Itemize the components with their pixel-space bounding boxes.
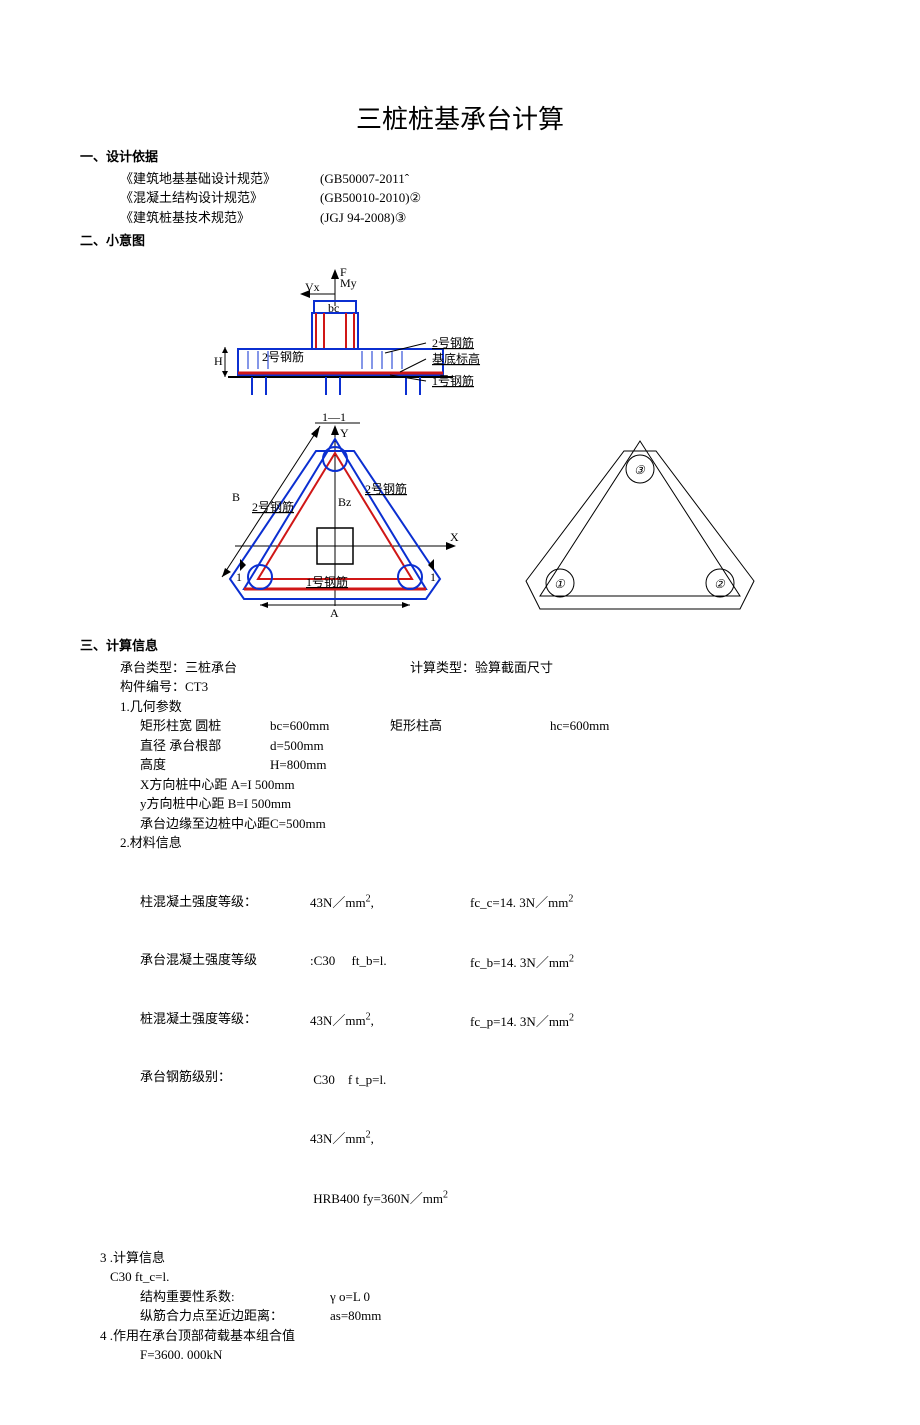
label-rebar2a: 2号钢筋 (262, 349, 304, 364)
geom-row: 直径 承台根部 d=500mm (140, 736, 840, 756)
pile-1: ① (554, 577, 566, 591)
pile-3: ③ (634, 463, 646, 477)
geom-val: H=800mm (270, 755, 326, 775)
label-Y: Y (340, 426, 349, 440)
section-diagram: 二、小意图 (80, 231, 840, 251)
calc-head-extra: C30 ft_c=l. (110, 1267, 840, 1287)
mat-mid: C30 f t_p=l. (310, 1070, 470, 1090)
caps-type-label: 承台类型： (120, 660, 185, 675)
mat-left: 柱混凝土强度等级： (140, 892, 310, 912)
mat-mid: 43N／mm2, (310, 892, 470, 913)
geom-val: bc=600mm (270, 716, 390, 736)
mat-left: 承台混凝土强度等级 (140, 950, 310, 970)
caps-type-value: 三桩承台 (185, 660, 237, 675)
calc-type-value: 验算截面尺寸 (475, 660, 553, 675)
geom-head: 1.几何参数 (120, 697, 840, 717)
label-rebar2a-plan: 2号钢筋 (252, 499, 294, 514)
geom-row: y方向桩中心距 B=I 500mm (140, 794, 840, 814)
id-label: 构件编号： (120, 679, 185, 694)
calc-row: 结构重要性系数: γ o=L 0 (140, 1287, 840, 1307)
ref-code: (GB50010-2010)② (320, 188, 421, 208)
mat-left: 桩混凝土强度等级： (140, 1009, 310, 1029)
schematic-svg: F My Vx bc H 2号钢筋 2号钢筋 基底标高 1号钢筋 (200, 261, 760, 621)
label-rebar1: 1号钢筋 (432, 373, 474, 388)
section-calc-info: 三、计算信息 (80, 636, 840, 656)
calc-head: 3 .计算信息 (100, 1248, 165, 1268)
label-Vx: Vx (305, 280, 320, 294)
calc-val: γ o=L 0 (330, 1287, 370, 1307)
section-mark-right: 1 (430, 570, 436, 584)
calc-label: 结构重要性系数: (140, 1287, 330, 1307)
label-base: 基底标高 (432, 351, 480, 366)
elevation-view: F My Vx bc H 2号钢筋 2号钢筋 基底标高 1号钢筋 (214, 265, 480, 424)
section-mark-left: 1 (236, 570, 242, 584)
ref-name: 《混凝土结构设计规范》 (120, 188, 320, 208)
section-1-1: 1—1 (322, 410, 346, 424)
mat-mid: 43N／mm2, (310, 1128, 470, 1149)
label-A: A (330, 606, 339, 620)
geom-label: 高度 (140, 755, 270, 775)
plan-view: Y X Bz B 2号钢筋 2号钢筋 1号钢筋 1 1 A (222, 425, 459, 620)
pile-2: ② (714, 577, 726, 591)
ref-row: 《建筑桩基技术规范》 (JGJ 94-2008)③ (120, 208, 840, 228)
material-block: 柱混凝土强度等级： 承台混凝土强度等级 桩混凝土强度等级： 承台钢筋级别： 43… (80, 853, 840, 1248)
mat-right: fc_c=14. 3N／mm2 (470, 892, 640, 913)
geom-val: hc=600mm (550, 716, 609, 736)
id-value: CT3 (185, 679, 208, 694)
mat-right: fc_b=14. 3N／mm2 (470, 951, 640, 972)
load-value: F=3600. 000kN (140, 1345, 840, 1365)
geom-row: X方向桩中心距 A=I 500mm (140, 775, 840, 795)
mat-right: fc_p=14. 3N／mm2 (470, 1011, 640, 1032)
ref-code: (GB50007-2011ˆ (320, 169, 409, 189)
geom-label: 矩形柱宽 圆桩 (140, 716, 270, 736)
mat-left: 承台钢筋级别： (140, 1067, 310, 1087)
geom-row: 矩形柱宽 圆桩 bc=600mm 矩形柱高 hc=600mm (140, 716, 840, 736)
section-design-basis: 一、设计依据 (80, 147, 840, 167)
label-rebar1-plan: 1号钢筋 (306, 574, 348, 589)
label-X: X (450, 530, 459, 544)
label-My: My (340, 276, 357, 290)
page-title: 三桩桩基承台计算 (80, 100, 840, 139)
label-H: H (214, 354, 223, 368)
label-Bz: Bz (338, 495, 351, 509)
geom-row: 高度 H=800mm (140, 755, 840, 775)
label-rebar2b-plan: 2号钢筋 (365, 481, 407, 496)
mat-mid: :C30 ft_b=l. (310, 951, 470, 971)
ref-name: 《建筑桩基技术规范》 (120, 208, 320, 228)
mat-mid: 43N／mm2, (310, 1010, 470, 1031)
ref-row: 《混凝土结构设计规范》 (GB50010-2010)② (120, 188, 840, 208)
calc-val: as=80mm (330, 1306, 381, 1326)
geom-val: d=500mm (270, 736, 324, 756)
id-line: 构件编号：CT3 (120, 677, 840, 697)
pile-numbering: ③ ① ② (526, 441, 754, 609)
ref-code: (JGJ 94-2008)③ (320, 208, 406, 228)
label-rebar2b: 2号钢筋 (432, 335, 474, 350)
type-line: 承台类型：三桩承台 计算类型：验算截面尺寸 (120, 658, 840, 678)
calc-type-label: 计算类型： (410, 660, 475, 675)
ref-row: 《建筑地基基础设计规范》 (GB50007-2011ˆ (120, 169, 840, 189)
ref-name: 《建筑地基基础设计规范》 (120, 169, 320, 189)
calc-label: 纵筋合力点至近边距离： (140, 1306, 330, 1326)
geom-label: 矩形柱高 (390, 716, 550, 736)
mat-head: 2.材料信息 (120, 833, 840, 853)
load-head: 4 .作用在承台顶部荷载基本组合值 (100, 1326, 840, 1346)
mat-mid: HRB400 fy=360N／mm2 (310, 1188, 470, 1209)
calc-head-row: 3 .计算信息 (80, 1248, 840, 1268)
diagram-container: F My Vx bc H 2号钢筋 2号钢筋 基底标高 1号钢筋 (200, 261, 840, 627)
calc-row: 纵筋合力点至近边距离： as=80mm (140, 1306, 840, 1326)
label-B: B (232, 490, 240, 504)
geom-label: 直径 承台根部 (140, 736, 270, 756)
geom-row: 承台边缘至边桩中心距C=500mm (140, 814, 840, 834)
